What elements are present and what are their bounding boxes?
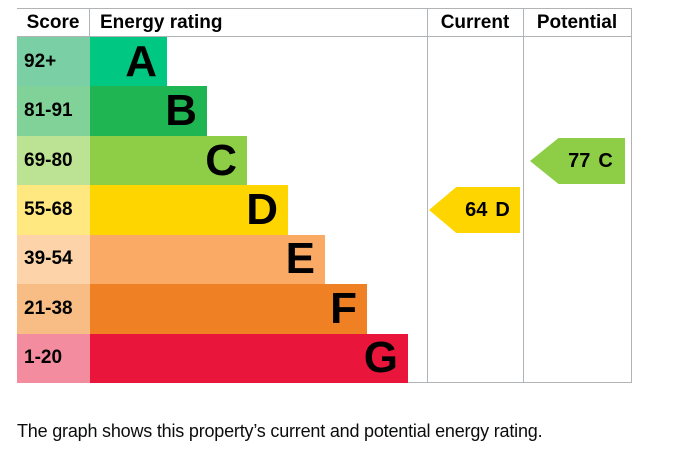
epc-chart: Score Energy rating Current Potential 92… <box>17 8 632 383</box>
header-potential: Potential <box>536 11 618 33</box>
band-score: 69-80 <box>17 135 90 186</box>
band-letter: A <box>125 36 157 86</box>
band-row-c: 69-80 C <box>17 135 428 186</box>
divider-current-column <box>427 9 428 382</box>
header-energy-rating: Energy rating <box>100 11 223 33</box>
band-letter: F <box>330 283 357 333</box>
band-letter: D <box>246 184 278 234</box>
current-rating-value: 64 <box>465 198 488 221</box>
current-rating-band: D <box>495 198 510 221</box>
divider-potential-column <box>523 9 524 382</box>
band-row-f: 21-38 F <box>17 283 428 334</box>
header-current: Current <box>440 11 510 33</box>
potential-rating-arrow: 77 C <box>530 138 625 184</box>
band-bar: B <box>90 86 207 136</box>
chart-header-row: Score Energy rating Current Potential <box>17 9 632 37</box>
chart-caption: The graph shows this property’s current … <box>17 421 543 441</box>
current-rating-arrow: 64 D <box>429 187 520 233</box>
band-bar: A <box>90 36 167 87</box>
band-score: 55-68 <box>17 185 90 235</box>
band-letter: C <box>205 135 237 185</box>
band-letter: E <box>285 234 315 284</box>
band-bar: C <box>90 135 247 186</box>
band-score: 21-38 <box>17 284 90 334</box>
band-rows: 92+ A 81-91 B 69-80 C 55-68 D <box>17 37 428 383</box>
band-row-a: 92+ A <box>17 36 428 87</box>
potential-rating-band: C <box>598 149 613 172</box>
band-row-d: 55-68 D <box>17 184 428 235</box>
band-letter: B <box>165 86 197 136</box>
band-letter: G <box>363 333 398 383</box>
band-bar: E <box>90 234 325 285</box>
band-score: 81-91 <box>17 86 90 136</box>
divider-right-edge <box>631 9 632 382</box>
header-score: Score <box>17 9 90 36</box>
band-score: 92+ <box>17 37 90 87</box>
band-row-g: 1-20 G <box>17 333 428 383</box>
potential-rating-value: 77 <box>568 149 591 172</box>
band-bar: G <box>90 333 408 383</box>
band-row-e: 39-54 E <box>17 234 428 285</box>
band-score: 39-54 <box>17 234 90 285</box>
band-score: 1-20 <box>17 333 90 383</box>
band-row-b: 81-91 B <box>17 86 428 136</box>
band-bar: D <box>90 184 288 235</box>
band-bar: F <box>90 283 367 334</box>
